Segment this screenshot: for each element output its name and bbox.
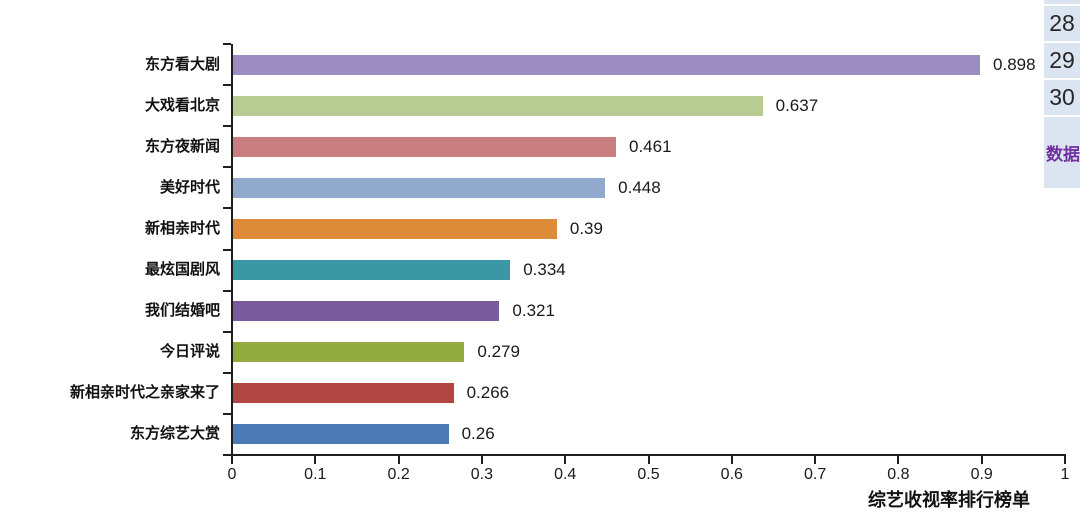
y-axis-tick (223, 330, 231, 333)
x-axis-line (231, 454, 1066, 456)
value-label: 0.321 (512, 301, 555, 321)
x-axis-tick-label: 0.2 (387, 466, 410, 483)
y-axis-tick (223, 207, 231, 210)
y-axis-tick (223, 371, 231, 374)
value-label: 0.266 (466, 383, 510, 403)
x-axis-tick (730, 456, 733, 464)
bar-2 (233, 95, 763, 116)
x-axis-tick (647, 456, 650, 464)
category-label: 东方夜新闻 (144, 138, 220, 155)
value-label: 0.39 (569, 218, 603, 238)
x-axis-tick-label: 0.3 (470, 466, 494, 483)
row-header-29[interactable]: 29 (1044, 43, 1080, 78)
x-axis-tick-label: 0 (227, 466, 237, 483)
bar-5 (233, 218, 557, 239)
x-axis-tick (480, 456, 483, 464)
value-label: 0.26 (461, 424, 495, 444)
value-label: 0.334 (523, 260, 566, 280)
x-axis-tick (1064, 456, 1066, 464)
value-label: 0.898 (993, 54, 1036, 74)
x-axis-tick (397, 456, 400, 464)
y-axis-tick (223, 84, 231, 87)
category-label: 今日评说 (159, 344, 220, 361)
row-header-28[interactable]: 28 (1044, 6, 1080, 41)
x-axis-tick-label: 1 (1060, 466, 1070, 483)
category-label: 新相亲时代 (144, 220, 220, 237)
x-axis-tick (897, 456, 900, 464)
category-label: 我们结婚吧 (144, 303, 220, 320)
x-axis-tick-label: 0.4 (554, 466, 577, 483)
category-label: 东方看大剧 (144, 56, 220, 73)
bar-1 (233, 54, 981, 75)
value-label: 0.637 (775, 95, 819, 115)
value-label: 0.461 (629, 136, 672, 156)
value-label: 0.279 (477, 342, 520, 362)
spreadsheet-row-header-fragment: 28 29 30 数据 (1044, 0, 1080, 188)
x-axis-tick-label: 0.7 (803, 466, 827, 483)
x-axis-title: 综艺收视率排行榜单 (868, 490, 1030, 510)
y-axis-tick (223, 166, 231, 169)
bar-4 (233, 177, 606, 198)
x-axis-tick (231, 456, 233, 464)
category-label: 美好时代 (159, 179, 220, 196)
bar-10 (233, 424, 449, 445)
x-axis-tick-label: 0.6 (720, 466, 743, 483)
category-label: 东方综艺大赏 (129, 426, 220, 443)
x-axis-tick-label: 0.8 (887, 466, 910, 483)
bar-6 (233, 260, 511, 281)
bar-8 (233, 342, 465, 363)
x-axis-tick (314, 456, 317, 464)
y-axis-tick (223, 289, 231, 292)
x-axis-tick (814, 456, 817, 464)
bar-9 (233, 383, 454, 404)
x-axis-tick-label: 0.5 (637, 466, 660, 483)
x-axis-tick-label: 0.1 (304, 466, 327, 483)
bar-3 (233, 136, 616, 157)
y-axis-tick (223, 125, 231, 128)
row-header-30[interactable]: 30 (1044, 80, 1080, 115)
value-label: 0.448 (618, 177, 661, 197)
y-axis-tick (223, 43, 231, 45)
x-axis-tick-label: 0.9 (970, 466, 993, 483)
x-axis-tick (980, 456, 983, 464)
category-label: 大戏看北京 (144, 97, 220, 114)
spreadsheet-cell-data-label[interactable]: 数据 (1044, 117, 1080, 188)
x-axis-tick (564, 456, 567, 464)
category-label: 新相亲时代之亲家来了 (69, 385, 220, 402)
bar-7 (233, 301, 500, 322)
y-axis-tick (223, 454, 231, 456)
y-axis-line (231, 44, 233, 456)
y-axis-tick (223, 248, 231, 251)
spreadsheet-cell-partial[interactable] (1044, 0, 1080, 4)
category-label: 最炫国剧风 (144, 262, 220, 279)
y-axis-tick (223, 412, 231, 415)
